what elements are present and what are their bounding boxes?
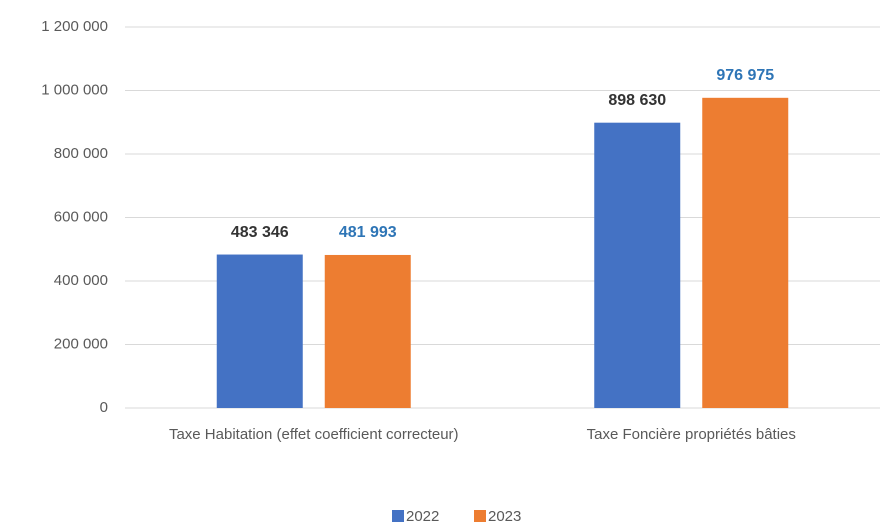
data-label: 976 975 — [716, 67, 774, 84]
x-tick-label: Taxe Foncière propriétés bâties — [586, 426, 796, 443]
y-tick-label: 1 200 000 — [41, 18, 108, 35]
x-tick-label-box: Taxe Habitation (effet coefficient corre… — [168, 426, 459, 443]
legend-swatch — [474, 510, 486, 522]
data-label: 481 993 — [339, 224, 397, 241]
bar — [594, 122, 681, 409]
y-tick-label: 800 000 — [54, 145, 108, 162]
legend-swatch — [392, 510, 404, 522]
x-tick-label: Taxe Habitation (effet coefficient corre… — [168, 426, 459, 443]
legend-label: 2022 — [406, 508, 439, 525]
data-label: 483 346 — [231, 224, 289, 241]
y-tick-label: 200 000 — [54, 335, 108, 352]
bar — [324, 254, 411, 408]
y-tick-label: 600 000 — [54, 208, 108, 225]
y-tick-label: 400 000 — [54, 272, 108, 289]
legend-label: 2023 — [488, 508, 521, 525]
y-tick-label: 0 — [100, 399, 108, 416]
bar — [702, 97, 789, 409]
y-tick-label: 1 000 000 — [41, 81, 108, 98]
x-tick-label-box: Taxe Foncière propriétés bâties — [586, 426, 796, 443]
data-label: 898 630 — [608, 92, 666, 109]
bar — [216, 254, 303, 408]
